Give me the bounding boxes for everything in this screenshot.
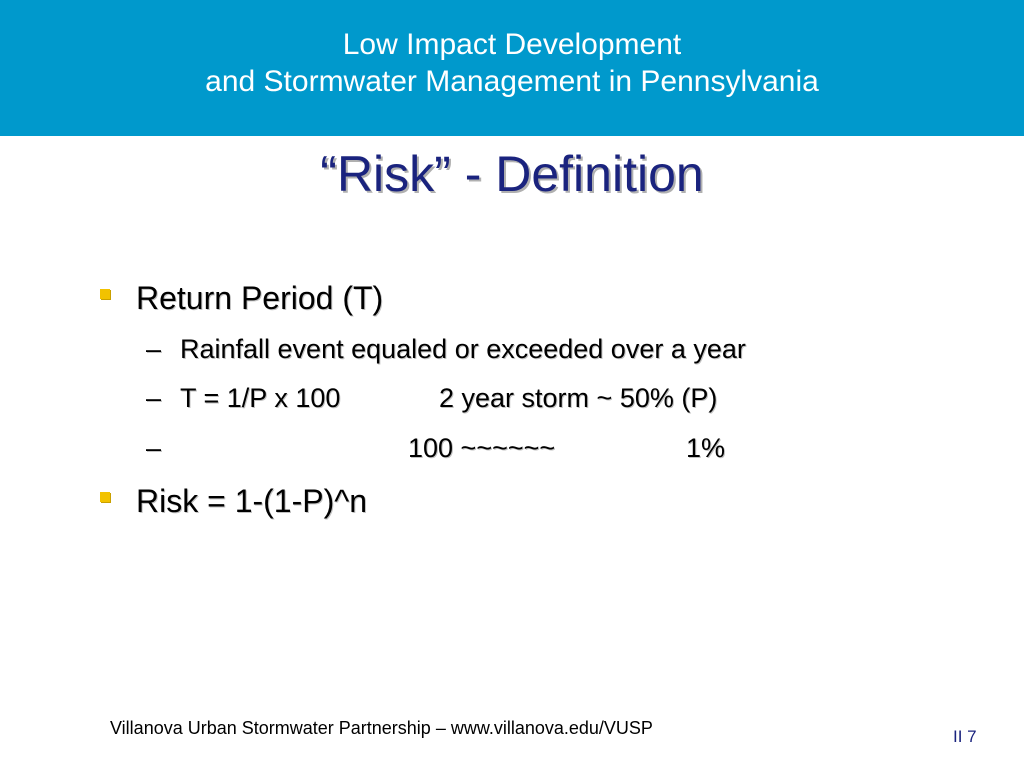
two-year-storm-text: 2 year storm ~ 50% (P) (439, 383, 718, 413)
page-number: II 7 (953, 727, 977, 746)
footer-credit: Villanova Urban Stormwater Partnership –… (110, 718, 653, 738)
header-title-line-1: Low Impact Development (342, 28, 682, 61)
square-bullet-icon (100, 289, 110, 299)
header-title-line-2: and Stormwater Management in Pennsylvani… (205, 65, 819, 98)
hundred-year-text: 100 ~~~~~~ (408, 433, 556, 463)
formula-text: T = 1/P x 100 (180, 383, 341, 413)
dash-bullet-icon: – (146, 334, 162, 364)
dash-bullet-icon: – (146, 433, 162, 463)
one-percent-text: 1% (686, 433, 726, 463)
dash-bullet-icon: – (146, 383, 162, 413)
square-bullet-icon (100, 492, 110, 502)
bullet-text: Risk = 1-(1-P)^n (136, 483, 368, 519)
bullet-text: Return Period (T) (136, 280, 384, 316)
header-banner: Low Impact Development and Stormwater Ma… (0, 0, 1024, 136)
sub-bullet-text: Rainfall event equaled or exceeded over … (180, 334, 746, 364)
slide-title: “Risk” - Definition (320, 146, 704, 202)
